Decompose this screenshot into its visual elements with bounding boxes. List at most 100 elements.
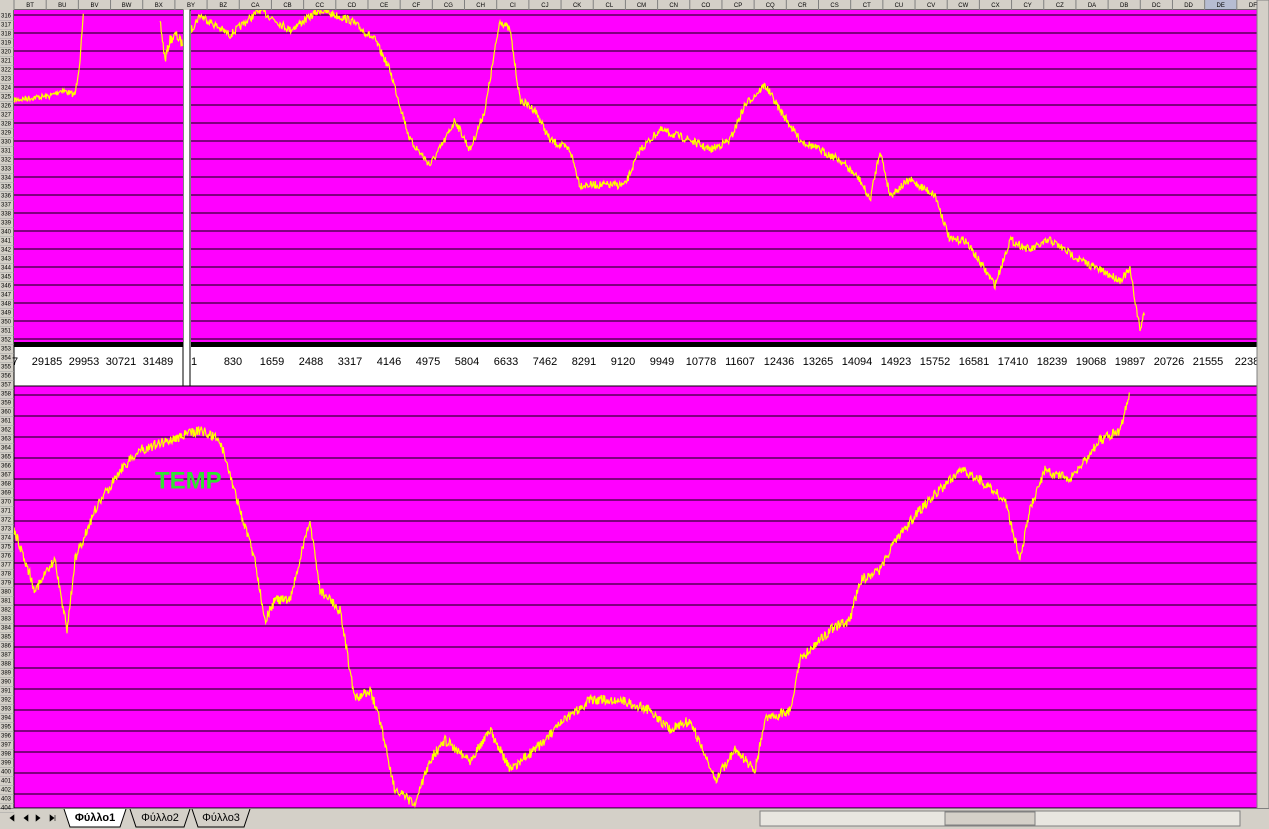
row-header: 386 bbox=[1, 644, 12, 650]
x-axis-label: 17410 bbox=[998, 356, 1029, 368]
column-header: BV bbox=[90, 3, 98, 9]
row-header: 404 bbox=[1, 806, 12, 812]
row-header: 318 bbox=[1, 32, 12, 38]
row-header: 362 bbox=[1, 428, 12, 434]
x-axis-label: 15752 bbox=[920, 356, 951, 368]
row-header: 350 bbox=[1, 320, 12, 326]
row-header: 369 bbox=[1, 491, 12, 497]
x-axis-label: 1 bbox=[191, 356, 197, 368]
column-header: CT bbox=[863, 3, 871, 9]
x-axis-label: 9949 bbox=[650, 356, 674, 368]
row-header: 380 bbox=[1, 590, 12, 596]
x-axis-label: 14094 bbox=[842, 356, 873, 368]
column-header: CR bbox=[798, 3, 807, 9]
price-trace bbox=[159, 20, 183, 62]
x-axis-label: 2238 bbox=[1235, 356, 1259, 368]
row-header: 357 bbox=[1, 383, 12, 389]
x-axis-label: 30721 bbox=[106, 356, 137, 368]
row-header: 354 bbox=[1, 356, 12, 362]
x-axis-label: 13265 bbox=[803, 356, 834, 368]
selected-column bbox=[1205, 0, 1237, 10]
row-header: 330 bbox=[1, 140, 12, 146]
row-header: 348 bbox=[1, 302, 12, 308]
row-header: 359 bbox=[1, 401, 12, 407]
row-header: 388 bbox=[1, 662, 12, 668]
column-header: CB bbox=[283, 3, 291, 9]
column-header: CV bbox=[927, 3, 935, 9]
x-axis-label: 7 bbox=[12, 356, 18, 368]
row-header: 327 bbox=[1, 113, 12, 119]
x-axis-label: 7462 bbox=[533, 356, 557, 368]
row-header: 331 bbox=[1, 149, 12, 155]
row-header: 387 bbox=[1, 653, 12, 659]
row-header: 346 bbox=[1, 284, 12, 290]
x-axis-label: 830 bbox=[224, 356, 242, 368]
row-header: 352 bbox=[1, 338, 12, 344]
x-axis-label: 8291 bbox=[572, 356, 596, 368]
row-header: 337 bbox=[1, 203, 12, 209]
row-header: 328 bbox=[1, 122, 12, 128]
row-header: 398 bbox=[1, 752, 12, 758]
row-header: 336 bbox=[1, 194, 12, 200]
row-header: 394 bbox=[1, 716, 12, 722]
row-header: 397 bbox=[1, 743, 12, 749]
row-header: 333 bbox=[1, 167, 12, 173]
chart-top-left: 7 29185 29953 30721 31489 bbox=[12, 9, 184, 387]
row-header: 381 bbox=[1, 599, 12, 605]
column-header: CF bbox=[412, 3, 420, 9]
row-header: 316 bbox=[1, 14, 12, 20]
row-header: 356 bbox=[1, 374, 12, 380]
row-header: 351 bbox=[1, 329, 12, 335]
sheet-tab[interactable] bbox=[63, 808, 127, 828]
scroll-thumb[interactable] bbox=[944, 811, 1036, 826]
row-header: 372 bbox=[1, 518, 12, 524]
sheet-tab-label: Φύλλο2 bbox=[141, 812, 179, 824]
row-header: 401 bbox=[1, 779, 12, 785]
row-header: 403 bbox=[1, 797, 12, 803]
row-header: 342 bbox=[1, 248, 12, 254]
column-header: CG bbox=[444, 3, 453, 9]
row-header: 332 bbox=[1, 158, 12, 164]
plot-area bbox=[13, 385, 1258, 809]
row-header: 392 bbox=[1, 698, 12, 704]
tab-nav-buttons[interactable] bbox=[9, 814, 56, 822]
row-header: 374 bbox=[1, 536, 12, 542]
column-header: CE bbox=[380, 3, 388, 9]
chart-top-right: 1 830 1659 2488 3317 4146 4975 5804 6633 7462 8291… bbox=[189, 9, 1259, 387]
x-axis-label: 6633 bbox=[494, 356, 518, 368]
x-axis-label: 10778 bbox=[686, 356, 717, 368]
row-header: 370 bbox=[1, 500, 12, 506]
row-header: 364 bbox=[1, 446, 12, 452]
column-header: CC bbox=[315, 3, 324, 9]
row-header: 361 bbox=[1, 419, 12, 425]
row-header: 368 bbox=[1, 482, 12, 488]
x-axis-label: 5804 bbox=[455, 356, 479, 368]
vertical-scrollbar[interactable] bbox=[1256, 0, 1269, 829]
x-axis-label: 1659 bbox=[260, 356, 284, 368]
x-axis-label: 4146 bbox=[377, 356, 401, 368]
row-header: 376 bbox=[1, 554, 12, 560]
x-axis-label: 3317 bbox=[338, 356, 362, 368]
x-axis-label: 31489 bbox=[143, 356, 174, 368]
sheet-tab-label: Φύλλο1 bbox=[75, 812, 115, 824]
row-header: 349 bbox=[1, 311, 12, 317]
row-header: 319 bbox=[1, 41, 12, 47]
sheet-tab[interactable] bbox=[129, 808, 191, 828]
row-header: 320 bbox=[1, 50, 12, 56]
row-header: 384 bbox=[1, 626, 12, 632]
row-header: 324 bbox=[1, 86, 12, 92]
row-header: 321 bbox=[1, 59, 12, 65]
column-header: CN bbox=[669, 3, 678, 9]
x-axis-label: 14923 bbox=[881, 356, 912, 368]
row-header: 323 bbox=[1, 77, 12, 83]
row-header: 377 bbox=[1, 563, 12, 569]
sheet-tab[interactable] bbox=[191, 808, 251, 828]
row-header: 365 bbox=[1, 455, 12, 461]
column-header-bar bbox=[0, 0, 1269, 10]
row-header: 334 bbox=[1, 176, 12, 182]
column-header: BU bbox=[58, 3, 66, 9]
row-header: 399 bbox=[1, 761, 12, 767]
row-header: 389 bbox=[1, 671, 12, 677]
